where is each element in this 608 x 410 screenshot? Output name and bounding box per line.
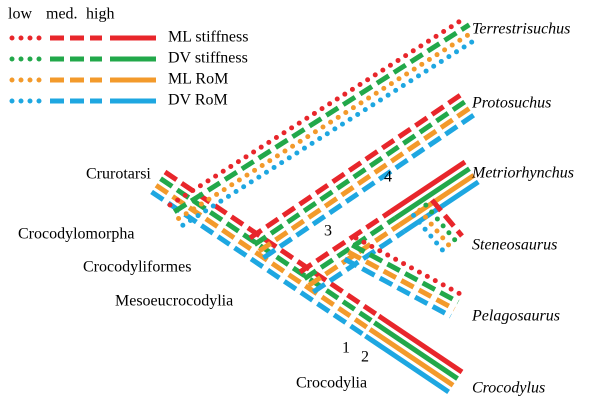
branch-line xyxy=(311,229,406,295)
taxon: Terrestrisuchus xyxy=(472,21,570,38)
branch-line xyxy=(368,327,455,388)
branch-line xyxy=(389,159,467,214)
clade: Mesoeucrocodylia xyxy=(115,293,233,310)
branch-line xyxy=(307,222,402,288)
legend-label: DV stiffness xyxy=(168,50,248,67)
branch-line xyxy=(347,249,456,312)
branch-line xyxy=(253,96,471,247)
branch-line xyxy=(262,109,480,260)
branch-line xyxy=(172,22,471,214)
branch-line xyxy=(353,235,465,298)
branch-line xyxy=(298,209,393,275)
legend-label: DV RoM xyxy=(168,92,228,109)
legend-label: ML RoM xyxy=(168,71,228,88)
branch-line xyxy=(351,242,460,305)
legend-level: med. xyxy=(46,6,78,23)
clade: Crocodylia xyxy=(296,375,367,392)
node-number: 4 xyxy=(384,169,392,186)
legend-level: high xyxy=(86,6,114,23)
branch-line xyxy=(423,202,459,244)
branch-line xyxy=(372,320,459,381)
branches xyxy=(9,15,481,394)
clade: Crurotarsi xyxy=(86,166,151,183)
branch-line xyxy=(159,176,376,325)
branch-line xyxy=(417,207,453,249)
node-number: 3 xyxy=(324,223,332,240)
branch-line xyxy=(402,179,480,234)
branch-line xyxy=(303,216,397,281)
taxon: Protosuchus xyxy=(471,95,551,112)
branch-line xyxy=(411,212,447,254)
node-number: 1 xyxy=(342,340,350,357)
taxon: Pelagosaurus xyxy=(471,308,560,325)
taxon: Crocodylus xyxy=(472,380,545,397)
node-number: 2 xyxy=(361,349,369,366)
taxon: Steneosaurus xyxy=(472,237,557,254)
branch-line xyxy=(377,313,464,375)
clade: Crocodylomorpha xyxy=(18,226,134,243)
legend-label: ML stiffness xyxy=(168,29,248,46)
branch-line xyxy=(167,15,468,208)
branch-line xyxy=(430,198,464,238)
taxon: Metriorhynchus xyxy=(471,165,574,182)
branch-line xyxy=(248,89,467,241)
branch-line xyxy=(343,256,452,319)
branch-line xyxy=(393,166,471,221)
legend-level: low xyxy=(8,6,32,23)
branch-line xyxy=(364,333,450,394)
clade: Crocodyliformes xyxy=(83,259,191,276)
branch-line xyxy=(257,103,476,254)
